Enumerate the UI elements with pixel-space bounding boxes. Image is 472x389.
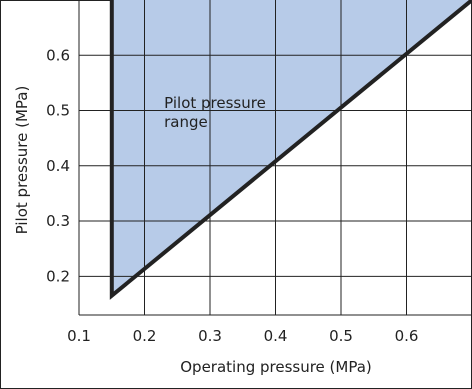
y-axis-title: Pilot pressure (MPa) xyxy=(13,86,31,235)
pilot-pressure-range-annotation: Pilot pressure range xyxy=(164,94,266,131)
x-tick-label: 0.4 xyxy=(264,327,288,345)
region-boundary-line xyxy=(109,0,472,300)
x-tick-label: 0.1 xyxy=(67,327,91,345)
x-tick-label: 0.3 xyxy=(198,327,222,345)
y-tick-label: 0.2 xyxy=(46,267,70,285)
x-tick-label: 0.6 xyxy=(395,327,419,345)
y-tick-label: 0.4 xyxy=(46,157,70,175)
y-tick-label: 0.3 xyxy=(46,212,70,230)
x-tick-label: 0.5 xyxy=(329,327,353,345)
x-axis-title: Operating pressure (MPa) xyxy=(180,358,372,376)
x-tick-label: 0.2 xyxy=(133,327,157,345)
y-tick-label: 0.5 xyxy=(46,102,70,120)
y-tick-label: 0.6 xyxy=(46,46,70,64)
